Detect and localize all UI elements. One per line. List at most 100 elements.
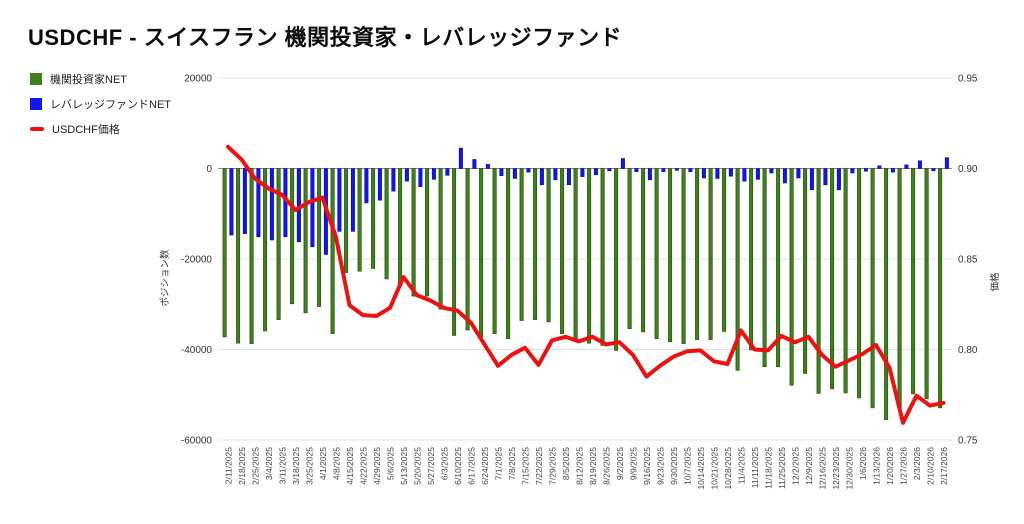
bar	[863, 168, 868, 172]
bar	[944, 157, 949, 169]
bar	[877, 165, 882, 169]
bar	[627, 168, 632, 329]
chart-legend: 機関投資家NET レバレッジファンドNET USDCHF価格	[30, 66, 171, 141]
x-axis-label: 3/11/2025	[278, 447, 288, 484]
bar	[256, 168, 261, 238]
bar	[303, 168, 308, 314]
bar	[357, 168, 362, 272]
x-axis-label: 12/16/2025	[818, 447, 828, 490]
bar	[445, 168, 450, 176]
x-axis-label: 2/11/2025	[224, 447, 234, 484]
x-axis-label: 8/12/2025	[575, 447, 585, 485]
bar	[728, 168, 733, 177]
x-axis-label: 7/22/2025	[534, 447, 544, 485]
bar	[398, 168, 403, 287]
x-axis-label: 9/2/2025	[615, 447, 625, 480]
bar	[917, 160, 922, 169]
bar	[816, 168, 821, 394]
svg-text:0: 0	[206, 164, 212, 175]
x-axis-label: 8/5/2025	[561, 447, 571, 480]
leveraged-net-swatch-icon	[30, 97, 42, 110]
svg-text:0.75: 0.75	[958, 436, 978, 447]
x-axis-label: 2/25/2025	[251, 447, 261, 485]
bar	[438, 168, 443, 310]
x-axis-label: 4/15/2025	[345, 447, 355, 485]
bar	[465, 168, 470, 331]
x-axis-label: 10/28/2025	[723, 447, 733, 490]
x-axis-label: 5/27/2025	[426, 447, 436, 485]
legend-item-usdchf-price[interactable]: USDCHF価格	[30, 116, 171, 141]
x-axis-label: 11/18/2025	[764, 447, 774, 489]
legend-item-institutional-net[interactable]: 機関投資家NET	[30, 66, 171, 91]
svg-text:-40000: -40000	[181, 345, 213, 356]
bar	[566, 168, 571, 186]
bar	[755, 168, 760, 180]
bar	[762, 168, 767, 367]
bar	[870, 168, 875, 409]
bar	[587, 168, 592, 344]
bar	[674, 168, 679, 171]
bar	[371, 168, 376, 269]
gridlines	[218, 77, 952, 441]
x-axis-label: 4/22/2025	[359, 447, 369, 485]
bar	[614, 168, 619, 351]
x-axis-label: 6/10/2025	[453, 447, 463, 485]
bar	[337, 168, 342, 232]
x-axis-labels: 2/11/2025 2/18/2025 2/25/2025 3/4/2025 3/11/…	[224, 447, 950, 490]
x-axis-label: 4/29/2025	[372, 447, 382, 485]
bar	[499, 168, 504, 177]
legend-item-leveraged-net[interactable]: レバレッジファンドNET	[30, 91, 171, 116]
bar	[803, 168, 808, 374]
bar	[789, 168, 794, 386]
bar	[607, 168, 612, 172]
bar	[506, 168, 511, 339]
bar	[735, 168, 740, 371]
right-axis-title: 価格	[989, 272, 1001, 292]
legend-label-institutional-net: 機関投資家NET	[50, 73, 127, 86]
bar	[809, 168, 814, 191]
bar	[884, 168, 889, 420]
usdchf-price-line-swatch-icon	[30, 126, 44, 131]
bar	[641, 168, 646, 333]
bar	[560, 168, 565, 334]
bar	[425, 168, 430, 297]
x-axis-label: 5/13/2025	[399, 447, 409, 485]
bar	[485, 164, 490, 169]
bar	[857, 168, 862, 399]
x-axis-label: 3/18/2025	[291, 447, 301, 485]
bar	[452, 168, 457, 336]
bar	[796, 168, 801, 179]
leveraged-net-bars	[229, 147, 949, 255]
bar	[695, 168, 700, 340]
bar	[519, 168, 524, 321]
bar	[749, 168, 754, 351]
bar	[620, 158, 625, 169]
bar	[546, 168, 551, 323]
x-axis-label: 10/7/2025	[683, 447, 693, 485]
bar	[580, 168, 585, 177]
bar	[377, 168, 382, 201]
svg-text:-60000: -60000	[181, 436, 213, 447]
left-axis-title: ポジション数	[159, 249, 171, 307]
bar	[688, 168, 693, 172]
bar	[708, 168, 713, 340]
x-axis-label: 9/16/2025	[642, 447, 652, 485]
institutional-net-bars	[222, 168, 943, 420]
x-axis-label: 10/14/2025	[696, 447, 706, 490]
x-axis-label: 1/27/2026	[899, 447, 909, 485]
bar	[344, 168, 349, 273]
svg-text:0.85: 0.85	[958, 255, 978, 266]
bar	[634, 168, 639, 172]
x-axis-label: 7/1/2025	[494, 447, 504, 480]
bar	[715, 168, 720, 179]
bar	[931, 168, 936, 172]
bar	[479, 168, 484, 338]
x-axis-label: 12/23/2025	[831, 447, 841, 490]
x-axis-label: 9/9/2025	[629, 447, 639, 480]
x-axis-label: 1/20/2026	[885, 447, 895, 485]
svg-text:0.90: 0.90	[958, 164, 978, 175]
bar	[330, 168, 335, 334]
bar	[897, 168, 902, 409]
